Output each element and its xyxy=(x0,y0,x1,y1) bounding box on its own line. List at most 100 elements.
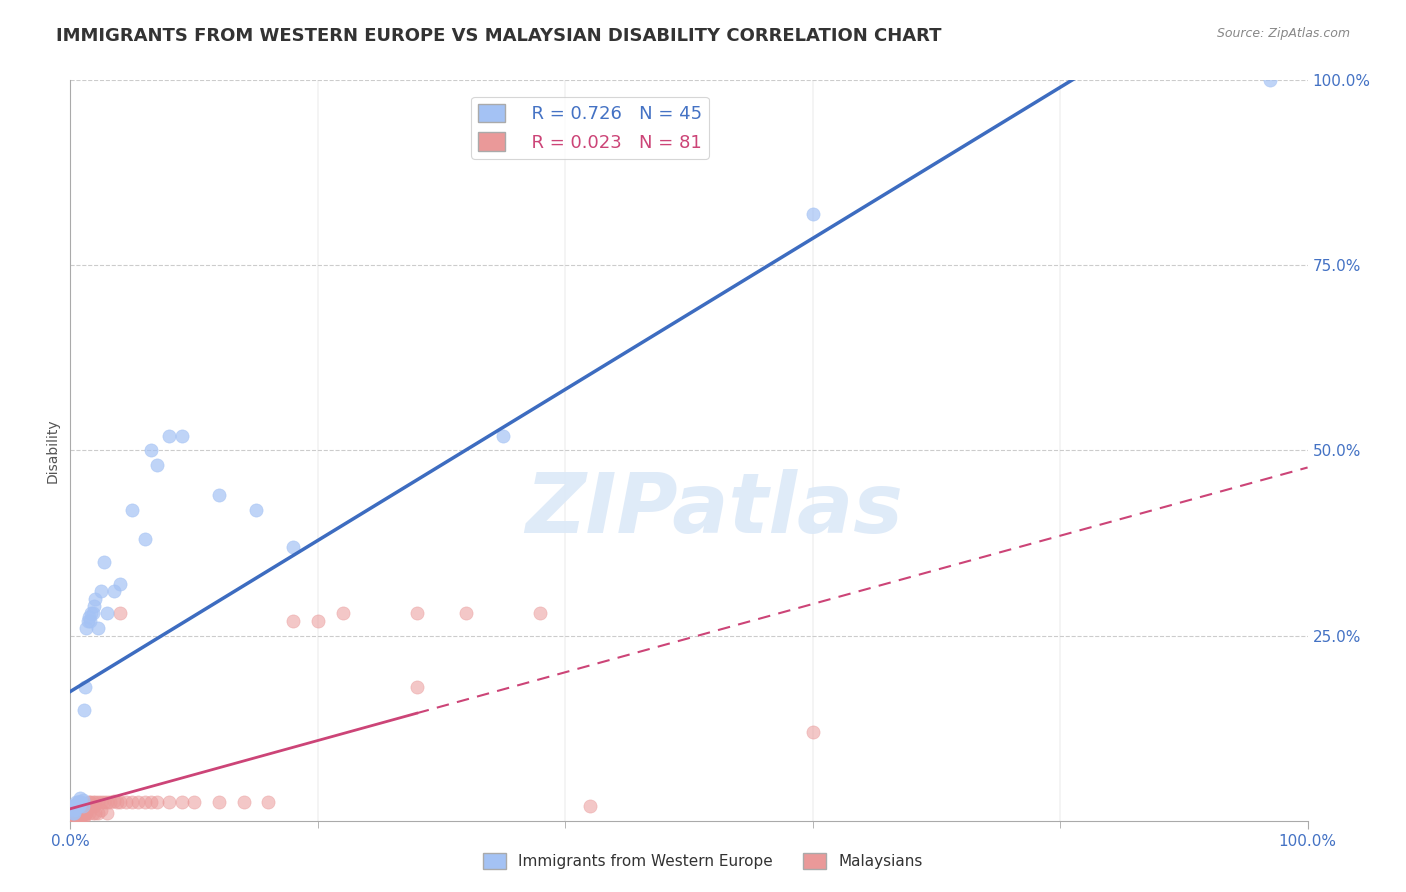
Point xyxy=(80,607,103,621)
Point xyxy=(73,703,96,717)
Y-axis label: Disability: Disability xyxy=(45,418,59,483)
Point xyxy=(103,584,125,599)
Point xyxy=(82,607,104,621)
Point xyxy=(66,810,89,824)
Point xyxy=(170,428,193,442)
Point xyxy=(75,681,97,695)
Point xyxy=(66,798,89,813)
Point xyxy=(69,806,91,821)
Point xyxy=(83,798,105,813)
Point xyxy=(281,540,304,554)
Point xyxy=(65,810,87,824)
Point xyxy=(65,798,87,813)
Point xyxy=(73,798,96,813)
Point xyxy=(146,795,169,809)
Point xyxy=(96,607,118,621)
Point xyxy=(62,803,84,817)
Point xyxy=(73,810,96,824)
Point xyxy=(801,724,824,739)
Point xyxy=(93,795,115,809)
Point xyxy=(75,798,97,813)
Point xyxy=(67,798,90,813)
Point xyxy=(65,806,87,821)
Point xyxy=(60,806,83,821)
Point xyxy=(281,614,304,628)
Point xyxy=(76,614,98,628)
Point xyxy=(69,791,91,805)
Text: IMMIGRANTS FROM WESTERN EUROPE VS MALAYSIAN DISABILITY CORRELATION CHART: IMMIGRANTS FROM WESTERN EUROPE VS MALAYS… xyxy=(56,27,942,45)
Point xyxy=(84,806,107,821)
Point xyxy=(67,806,90,821)
Point xyxy=(60,798,83,813)
Point xyxy=(157,795,180,809)
Point xyxy=(72,793,94,807)
Legend:   R = 0.726   N = 45,   R = 0.023   N = 81: R = 0.726 N = 45, R = 0.023 N = 81 xyxy=(471,96,709,159)
Point xyxy=(75,798,97,813)
Point xyxy=(121,502,143,516)
Point xyxy=(105,795,128,809)
Point xyxy=(63,806,86,821)
Point xyxy=(63,803,86,817)
Point xyxy=(96,795,118,809)
Point xyxy=(86,621,108,635)
Point xyxy=(96,806,118,821)
Point xyxy=(108,795,131,809)
Point xyxy=(139,443,162,458)
Point xyxy=(170,795,193,809)
Point xyxy=(245,502,267,516)
Point xyxy=(69,795,91,809)
Point xyxy=(72,806,94,821)
Point xyxy=(67,810,90,824)
Point xyxy=(66,806,89,821)
Point xyxy=(84,591,107,606)
Point xyxy=(79,614,101,628)
Point xyxy=(62,806,84,821)
Point xyxy=(90,584,112,599)
Point xyxy=(70,810,93,824)
Point xyxy=(232,795,254,809)
Point xyxy=(134,533,156,547)
Point xyxy=(75,806,97,821)
Point xyxy=(1260,73,1282,87)
Point xyxy=(75,806,97,821)
Point xyxy=(108,576,131,591)
Point xyxy=(63,798,86,813)
Point xyxy=(83,599,105,613)
Point xyxy=(529,607,551,621)
Point xyxy=(79,798,101,813)
Point xyxy=(405,607,427,621)
Text: Source: ZipAtlas.com: Source: ZipAtlas.com xyxy=(1216,27,1350,40)
Point xyxy=(208,795,231,809)
Point xyxy=(72,798,94,813)
Point xyxy=(72,810,94,824)
Point xyxy=(62,810,84,824)
Point xyxy=(63,798,86,813)
Point xyxy=(69,810,91,824)
Point xyxy=(82,806,104,821)
Point xyxy=(127,795,149,809)
Point xyxy=(801,206,824,220)
Point xyxy=(456,607,478,621)
Point xyxy=(63,806,86,821)
Point xyxy=(62,798,84,813)
Point xyxy=(86,795,108,809)
Point xyxy=(65,798,87,813)
Point xyxy=(332,607,354,621)
Point xyxy=(67,798,90,813)
Point xyxy=(72,798,94,813)
Point xyxy=(208,488,231,502)
Point xyxy=(60,803,83,817)
Point xyxy=(121,795,143,809)
Point xyxy=(98,795,121,809)
Point xyxy=(77,806,100,821)
Point xyxy=(62,806,84,821)
Point xyxy=(70,798,93,813)
Point xyxy=(115,795,138,809)
Point xyxy=(65,795,87,809)
Point xyxy=(90,803,112,817)
Point xyxy=(108,607,131,621)
Point xyxy=(492,428,515,442)
Text: ZIPatlas: ZIPatlas xyxy=(524,469,903,550)
Point xyxy=(146,458,169,473)
Point xyxy=(75,621,97,635)
